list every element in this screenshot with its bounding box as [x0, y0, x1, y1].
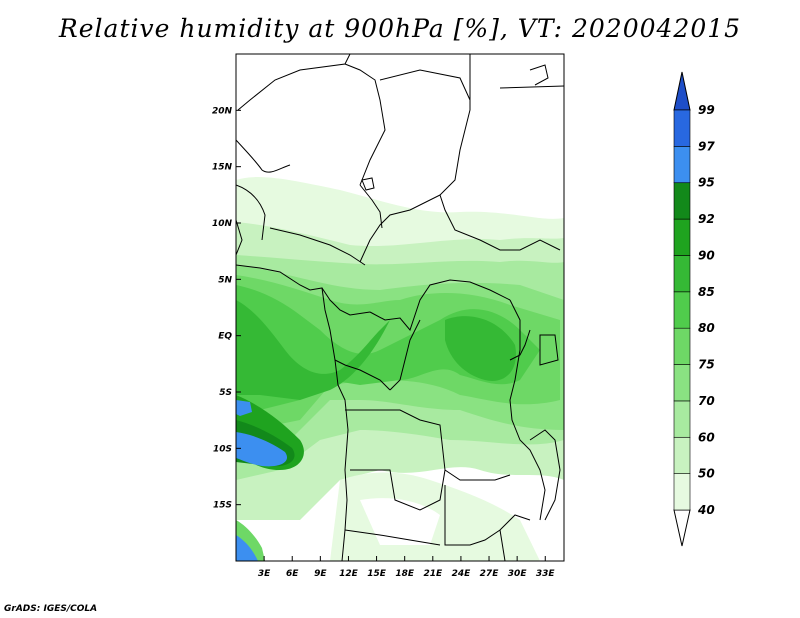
colorbar-swatch: [673, 327, 691, 365]
y-tick-label: 15N: [212, 163, 233, 173]
y-tick-label: 20N: [212, 106, 233, 116]
colorbar: 40 50 60 70 75 80 85 90 92 95 97 99: [673, 71, 715, 547]
colorbar-upper-triangle: [673, 71, 691, 111]
grads-credit: GrADS: IGES/COLA: [4, 604, 98, 614]
x-tick-label: 6E: [286, 569, 299, 579]
colorbar-label: 40: [697, 503, 715, 517]
country-borders: [236, 54, 564, 561]
colorbar-label: 99: [698, 103, 715, 117]
y-tick-label: 10S: [213, 444, 232, 454]
x-tick-label: 21E: [423, 569, 443, 579]
colorbar-swatch: [673, 364, 691, 402]
latitude-axis: 20N 15N 10N 5N EQ 5S 10S 15S: [212, 106, 241, 511]
x-tick-label: 27E: [480, 569, 500, 579]
colorbar-label: 50: [698, 467, 715, 481]
colorbar-swatch: [673, 109, 691, 147]
x-tick-label: 30E: [508, 569, 528, 579]
y-tick-label: 15S: [213, 501, 232, 511]
map-frame: [235, 53, 565, 562]
colorbar-label: 95: [698, 176, 715, 190]
colorbar-label: 60: [698, 430, 715, 444]
colorbar-label: 75: [698, 358, 715, 372]
y-tick-label: 5N: [218, 275, 232, 285]
x-tick-label: 12E: [339, 569, 359, 579]
colorbar-swatch: [673, 146, 691, 184]
y-tick-label: 5S: [219, 388, 232, 398]
x-tick-label: 33E: [536, 569, 556, 579]
x-tick-label: 18E: [395, 569, 415, 579]
x-tick-label: 15E: [367, 569, 387, 579]
x-tick-label: 3E: [258, 569, 271, 579]
y-tick-label: EQ: [218, 332, 232, 342]
colorbar-lower-triangle: [673, 509, 691, 547]
colorbar-swatch: [673, 218, 691, 256]
colorbar-swatch: [673, 291, 691, 329]
colorbar-swatch: [673, 473, 691, 511]
humidity-field: [236, 54, 564, 561]
colorbar-swatch: [673, 255, 691, 293]
colorbar-swatch: [673, 400, 691, 438]
colorbar-label: 85: [698, 285, 715, 299]
colorbar-label: 80: [698, 321, 715, 335]
colorbar-swatch: [673, 436, 691, 474]
colorbar-label: 97: [698, 139, 715, 153]
x-tick-label: 9E: [314, 569, 327, 579]
map-title: Relative humidity at 900hPa [%], VT: 202…: [58, 14, 742, 43]
y-tick-label: 10N: [212, 219, 233, 229]
colorbar-label: 70: [698, 394, 715, 408]
colorbar-label: 92: [698, 212, 715, 226]
colorbar-label: 90: [698, 248, 715, 262]
longitude-axis: 3E 6E 9E 12E 15E 18E 21E 24E 27E 30E 33E: [258, 556, 556, 579]
colorbar-swatch: [673, 182, 691, 220]
x-tick-label: 24E: [452, 569, 472, 579]
